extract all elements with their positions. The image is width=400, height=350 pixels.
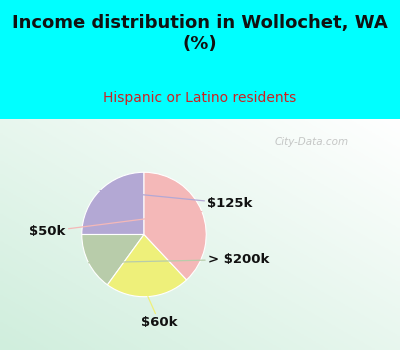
Text: $50k: $50k [29,212,202,238]
Wedge shape [144,172,206,280]
Text: > $200k: > $200k [88,253,269,266]
Text: Income distribution in Wollochet, WA
(%): Income distribution in Wollochet, WA (%) [12,14,388,53]
Text: $60k: $60k [141,296,178,329]
Wedge shape [82,172,144,234]
Text: Hispanic or Latino residents: Hispanic or Latino residents [103,91,297,105]
Wedge shape [82,234,144,285]
Text: $125k: $125k [100,190,252,210]
Wedge shape [108,234,186,297]
Text: City-Data.com: City-Data.com [275,137,349,147]
